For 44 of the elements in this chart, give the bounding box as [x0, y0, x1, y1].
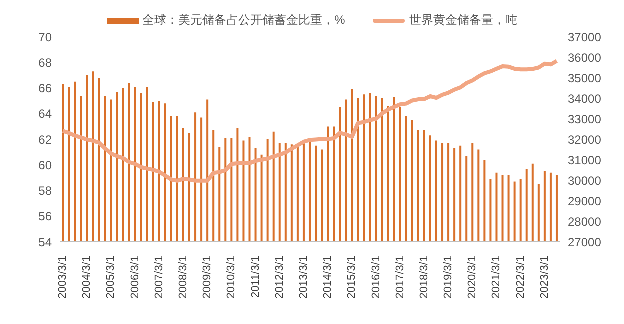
x-tick-label: 2005/3/1 [105, 256, 118, 299]
x-tick-label: 2008/3/1 [177, 256, 190, 299]
y2-tick-label: 31000 [568, 153, 602, 168]
x-tick-label: 2020/3/1 [466, 256, 479, 299]
x-tick-label: 2023/3/1 [538, 256, 551, 299]
x-tick-label: 2016/3/1 [370, 256, 382, 299]
legend-label: 世界黄金储备量，吨 [409, 12, 518, 29]
x-tick-label: 2003/3/1 [57, 256, 70, 299]
y-tick-label: 56 [38, 210, 52, 224]
y-tick-label: 66 [38, 82, 52, 96]
x-tick-label: 2014/3/1 [322, 256, 334, 299]
y2-tick-label: 36000 [568, 50, 602, 65]
y2-tick-label: 34000 [568, 92, 602, 106]
x-tick-label: 2015/3/1 [346, 256, 358, 299]
x-tick-label: 2013/3/1 [298, 256, 310, 299]
x-tick-label: 2021/3/1 [490, 256, 503, 299]
y2-tick-label: 27000 [568, 235, 602, 250]
y2-tick-label: 29000 [568, 194, 602, 208]
x-tick-label: 2019/3/1 [442, 256, 455, 299]
y-tick-label: 58 [38, 184, 52, 198]
x-tick-label: 2004/3/1 [81, 256, 94, 299]
line-series [61, 59, 559, 183]
y-tick-label: 54 [38, 235, 52, 250]
y-tick-label: 70 [38, 30, 52, 44]
x-tick-label: 2012/3/1 [274, 256, 286, 299]
y-tick-label: 60 [38, 158, 52, 172]
x-tick-label: 2017/3/1 [394, 256, 406, 299]
x-tick-label: 2009/3/1 [202, 256, 214, 299]
x-tick-label: 2022/3/1 [514, 256, 527, 299]
x-tick-label: 2006/3/1 [129, 256, 142, 299]
y2-tick-label: 30000 [568, 174, 602, 188]
x-tick-label: 2007/3/1 [153, 256, 166, 299]
y-tick-label: 68 [38, 56, 52, 70]
legend-label: 全球：美元储备占公开储蓄金比重，% [142, 12, 346, 29]
y2-tick-label: 37000 [568, 30, 602, 44]
y-tick-label: 62 [38, 132, 52, 147]
x-tick-label: 2018/3/1 [418, 256, 430, 299]
y2-tick-label: 35000 [568, 71, 602, 86]
y2-tick-label: 33000 [568, 112, 602, 126]
x-tick-label: 2011/3/1 [250, 256, 262, 298]
y-tick-label: 64 [38, 107, 52, 122]
y2-tick-label: 28000 [568, 214, 602, 229]
y2-tick-label: 32000 [568, 132, 602, 147]
x-tick-label: 2010/3/1 [226, 256, 238, 299]
